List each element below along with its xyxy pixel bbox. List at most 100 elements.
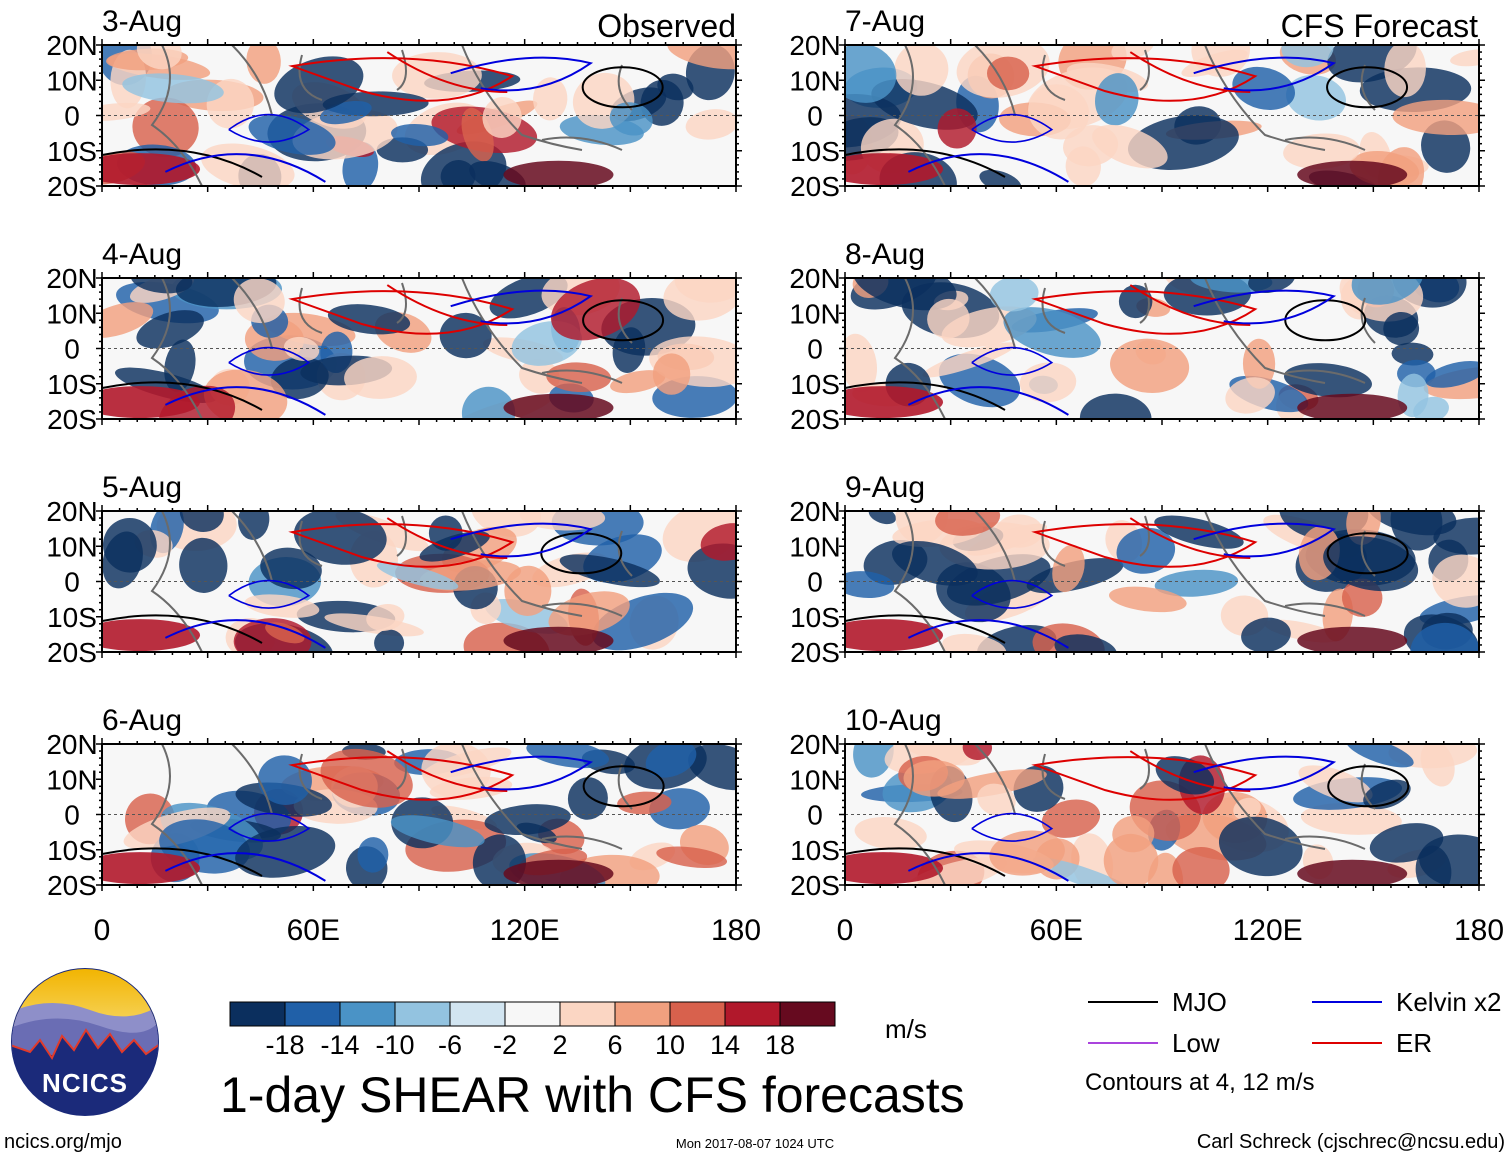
panel-grid: 3-Aug20N10N010S20S4-Aug20N10N010S20S5-Au… (46, 5, 1485, 901)
colorbar: -18 -14 -10 -6 -2 2 6 10 14 18 (229, 1001, 836, 1060)
legend-label: Low (1172, 1028, 1220, 1058)
y-tick-label: 20N (46, 729, 97, 760)
x-axis-tick-labels: 0 60E 120E 180 0 60E 120E 180 (94, 914, 1504, 947)
colorbar-swatch (724, 1001, 781, 1027)
y-tick-label: 20N (46, 30, 97, 61)
y-tick-label: 10S (790, 136, 840, 167)
colorbar-label: 10 (655, 1030, 685, 1060)
legend-label: ER (1396, 1028, 1432, 1058)
y-tick-label: 10S (790, 835, 840, 866)
figure-title: 1-day SHEAR with CFS forecasts (220, 1067, 965, 1123)
x-tick-label: 0 (94, 914, 111, 947)
shear-field (102, 45, 736, 186)
y-tick-label: 0 (64, 334, 80, 365)
colorbar-label: -14 (320, 1030, 359, 1060)
panel-date-label: 7-Aug (845, 5, 925, 38)
x-tick-label: 180 (711, 914, 761, 947)
legend-label: Kelvin x2 (1396, 987, 1502, 1017)
shear-field (845, 744, 1479, 885)
x-tick-label: 120E (1233, 914, 1303, 947)
y-tick-label: 10S (47, 136, 97, 167)
y-tick-label: 20N (46, 263, 97, 294)
y-tick-label: 20S (790, 404, 840, 435)
y-tick-label: 10N (46, 65, 97, 96)
colorbar-swatch (779, 1001, 836, 1027)
y-tick-label: 0 (807, 567, 823, 598)
panel-ticks (96, 272, 742, 425)
panel-ticks (96, 738, 742, 891)
author-credit: Carl Schreck (cjschrec@ncsu.edu) (1197, 1131, 1505, 1153)
colorbar-swatch (614, 1001, 671, 1027)
x-tick-label: 180 (1454, 914, 1504, 947)
colorbar-swatch (449, 1001, 506, 1027)
y-tick-label: 20S (47, 870, 97, 901)
colorbar-swatch (504, 1001, 561, 1027)
panel-ticks (96, 39, 742, 192)
x-tick-label: 120E (490, 914, 560, 947)
panel-ticks (839, 738, 1485, 891)
y-tick-label: 0 (64, 567, 80, 598)
colorbar-swatch (394, 1001, 451, 1027)
panel-date-label: 6-Aug (102, 704, 182, 737)
timestamp: Mon 2017-08-07 1024 UTC (676, 1136, 834, 1151)
y-tick-label: 10S (790, 602, 840, 633)
y-tick-label: 10S (47, 835, 97, 866)
y-tick-label: 20N (789, 263, 840, 294)
y-tick-label: 10N (46, 298, 97, 329)
shear-field (845, 278, 1479, 419)
y-tick-label: 10N (789, 531, 840, 562)
y-tick-label: 20S (47, 637, 97, 668)
ncics-logo: NCICS (11, 968, 159, 1116)
x-tick-label: 0 (837, 914, 854, 947)
colorbar-label: -18 (265, 1030, 304, 1060)
colorbar-label: 14 (710, 1030, 740, 1060)
shear-field (845, 511, 1479, 652)
panel-ticks (839, 505, 1485, 658)
colorbar-swatch (284, 1001, 341, 1027)
contour-legend: MJO Kelvin x2 Low ER (1088, 987, 1502, 1058)
y-tick-label: 20S (790, 171, 840, 202)
y-tick-label: 0 (807, 334, 823, 365)
panel-date-label: 4-Aug (102, 238, 182, 271)
y-tick-label: 20S (790, 637, 840, 668)
panel-date-label: 5-Aug (102, 471, 182, 504)
y-tick-label: 20N (789, 30, 840, 61)
y-tick-label: 10N (789, 65, 840, 96)
panel-date-label: 3-Aug (102, 5, 182, 38)
x-tick-label: 60E (287, 914, 340, 947)
column-label-forecast: CFS Forecast (1281, 8, 1478, 44)
colorbar-swatch (559, 1001, 616, 1027)
legend-item-er: ER (1312, 1028, 1432, 1058)
y-tick-label: 10N (789, 764, 840, 795)
y-tick-label: 0 (64, 800, 80, 831)
y-tick-label: 0 (64, 101, 80, 132)
colorbar-label: 2 (552, 1030, 567, 1060)
colorbar-swatch (669, 1001, 726, 1027)
y-tick-label: 20N (789, 729, 840, 760)
y-tick-label: 20S (790, 870, 840, 901)
panel-date-label: 9-Aug (845, 471, 925, 504)
shear-field (102, 278, 736, 419)
x-tick-label: 60E (1030, 914, 1083, 947)
site-link[interactable]: ncics.org/mjo (4, 1131, 122, 1153)
panel-ticks (96, 505, 742, 658)
y-tick-label: 10S (790, 369, 840, 400)
panel-ticks (839, 39, 1485, 192)
colorbar-label: -6 (438, 1030, 462, 1060)
y-tick-label: 10S (47, 602, 97, 633)
panel-ticks (839, 272, 1485, 425)
legend-label: MJO (1172, 987, 1227, 1017)
colorbar-label: -10 (375, 1030, 414, 1060)
shear-field (102, 511, 736, 652)
y-tick-label: 20N (789, 496, 840, 527)
y-tick-label: 10S (47, 369, 97, 400)
shear-field (845, 45, 1479, 186)
shear-field (102, 744, 736, 885)
